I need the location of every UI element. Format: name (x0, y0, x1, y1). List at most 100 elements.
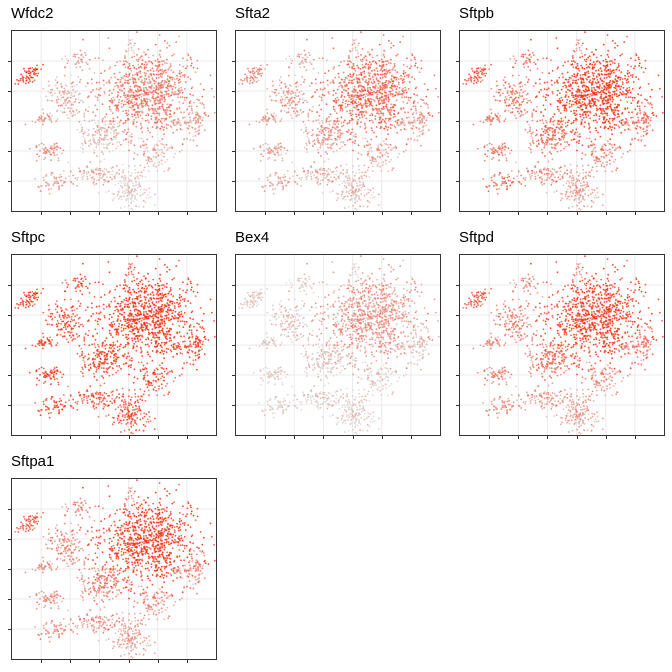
data-point (100, 72, 102, 75)
data-point (84, 51, 86, 54)
data-point (590, 84, 593, 86)
data-point (165, 106, 168, 109)
data-point (269, 185, 271, 187)
data-point (615, 68, 617, 71)
data-point (317, 172, 319, 174)
data-point (104, 173, 106, 176)
data-point (46, 149, 49, 152)
data-point (351, 193, 354, 196)
data-point (317, 151, 320, 154)
data-point (93, 119, 96, 121)
data-point (81, 142, 83, 145)
data-point (606, 53, 609, 56)
data-point (140, 102, 143, 105)
data-point (584, 113, 587, 116)
data-point (202, 88, 205, 91)
data-point (118, 169, 120, 172)
data-point (391, 169, 394, 172)
data-point (389, 127, 392, 130)
data-point (183, 96, 186, 99)
data-point (262, 155, 264, 158)
data-point (322, 179, 324, 181)
data-point (376, 165, 379, 167)
data-point (75, 66, 77, 69)
data-point (197, 118, 200, 120)
data-point (105, 119, 108, 122)
data-point (287, 89, 290, 92)
data-point (72, 114, 75, 116)
data-point (133, 184, 136, 187)
data-point (326, 137, 329, 140)
data-point (183, 88, 186, 90)
data-point (53, 176, 55, 178)
data-point (49, 150, 51, 152)
data-point (378, 107, 380, 110)
data-point (94, 130, 97, 133)
cluster-c1 (14, 63, 44, 85)
data-point (347, 100, 350, 103)
data-point (114, 138, 117, 141)
data-point (99, 94, 102, 97)
data-point (613, 90, 616, 93)
data-point (586, 66, 588, 69)
data-point (166, 114, 169, 116)
data-point (351, 76, 353, 78)
data-point (363, 89, 366, 92)
data-point (544, 108, 547, 111)
data-point (404, 111, 406, 114)
data-point (390, 87, 393, 90)
data-point (57, 182, 60, 185)
data-point (141, 79, 144, 81)
data-point (94, 104, 97, 107)
data-point (285, 85, 287, 88)
data-point (589, 117, 592, 120)
cluster-c2 (509, 49, 552, 74)
data-point (288, 101, 291, 104)
data-point (161, 98, 164, 101)
data-point (587, 56, 590, 59)
data-point (132, 123, 134, 125)
data-point (377, 204, 380, 207)
data-point (155, 110, 158, 113)
data-point (407, 88, 410, 90)
data-point (572, 96, 574, 99)
data-point (165, 62, 168, 65)
data-point (173, 119, 176, 121)
data-point (132, 80, 135, 83)
data-point (572, 81, 574, 84)
cluster-c11 (286, 160, 367, 186)
data-point (246, 79, 248, 81)
data-point (335, 92, 337, 95)
data-point (53, 154, 56, 157)
scatter-svg (12, 31, 216, 211)
data-point (425, 119, 428, 122)
data-point (16, 79, 18, 81)
data-point (93, 151, 96, 154)
data-point (639, 109, 641, 112)
data-point (178, 89, 181, 92)
data-point (124, 138, 127, 141)
data-point (353, 42, 356, 45)
data-point (168, 85, 171, 88)
data-point (573, 50, 576, 53)
data-point (351, 188, 353, 191)
data-point (88, 145, 91, 148)
data-point (388, 90, 391, 93)
data-point (87, 96, 89, 99)
data-point (342, 173, 345, 175)
data-point (607, 91, 610, 94)
data-point (572, 138, 575, 141)
data-point (338, 131, 341, 133)
data-point (100, 177, 103, 179)
data-point (304, 146, 306, 149)
data-point (317, 178, 320, 181)
data-point (619, 91, 621, 94)
data-point (111, 170, 114, 173)
data-point (619, 99, 622, 102)
y-tick (232, 181, 235, 182)
data-point (247, 70, 250, 72)
data-point (418, 135, 421, 137)
data-point (142, 140, 145, 143)
data-point (594, 93, 597, 96)
data-point (272, 118, 275, 121)
